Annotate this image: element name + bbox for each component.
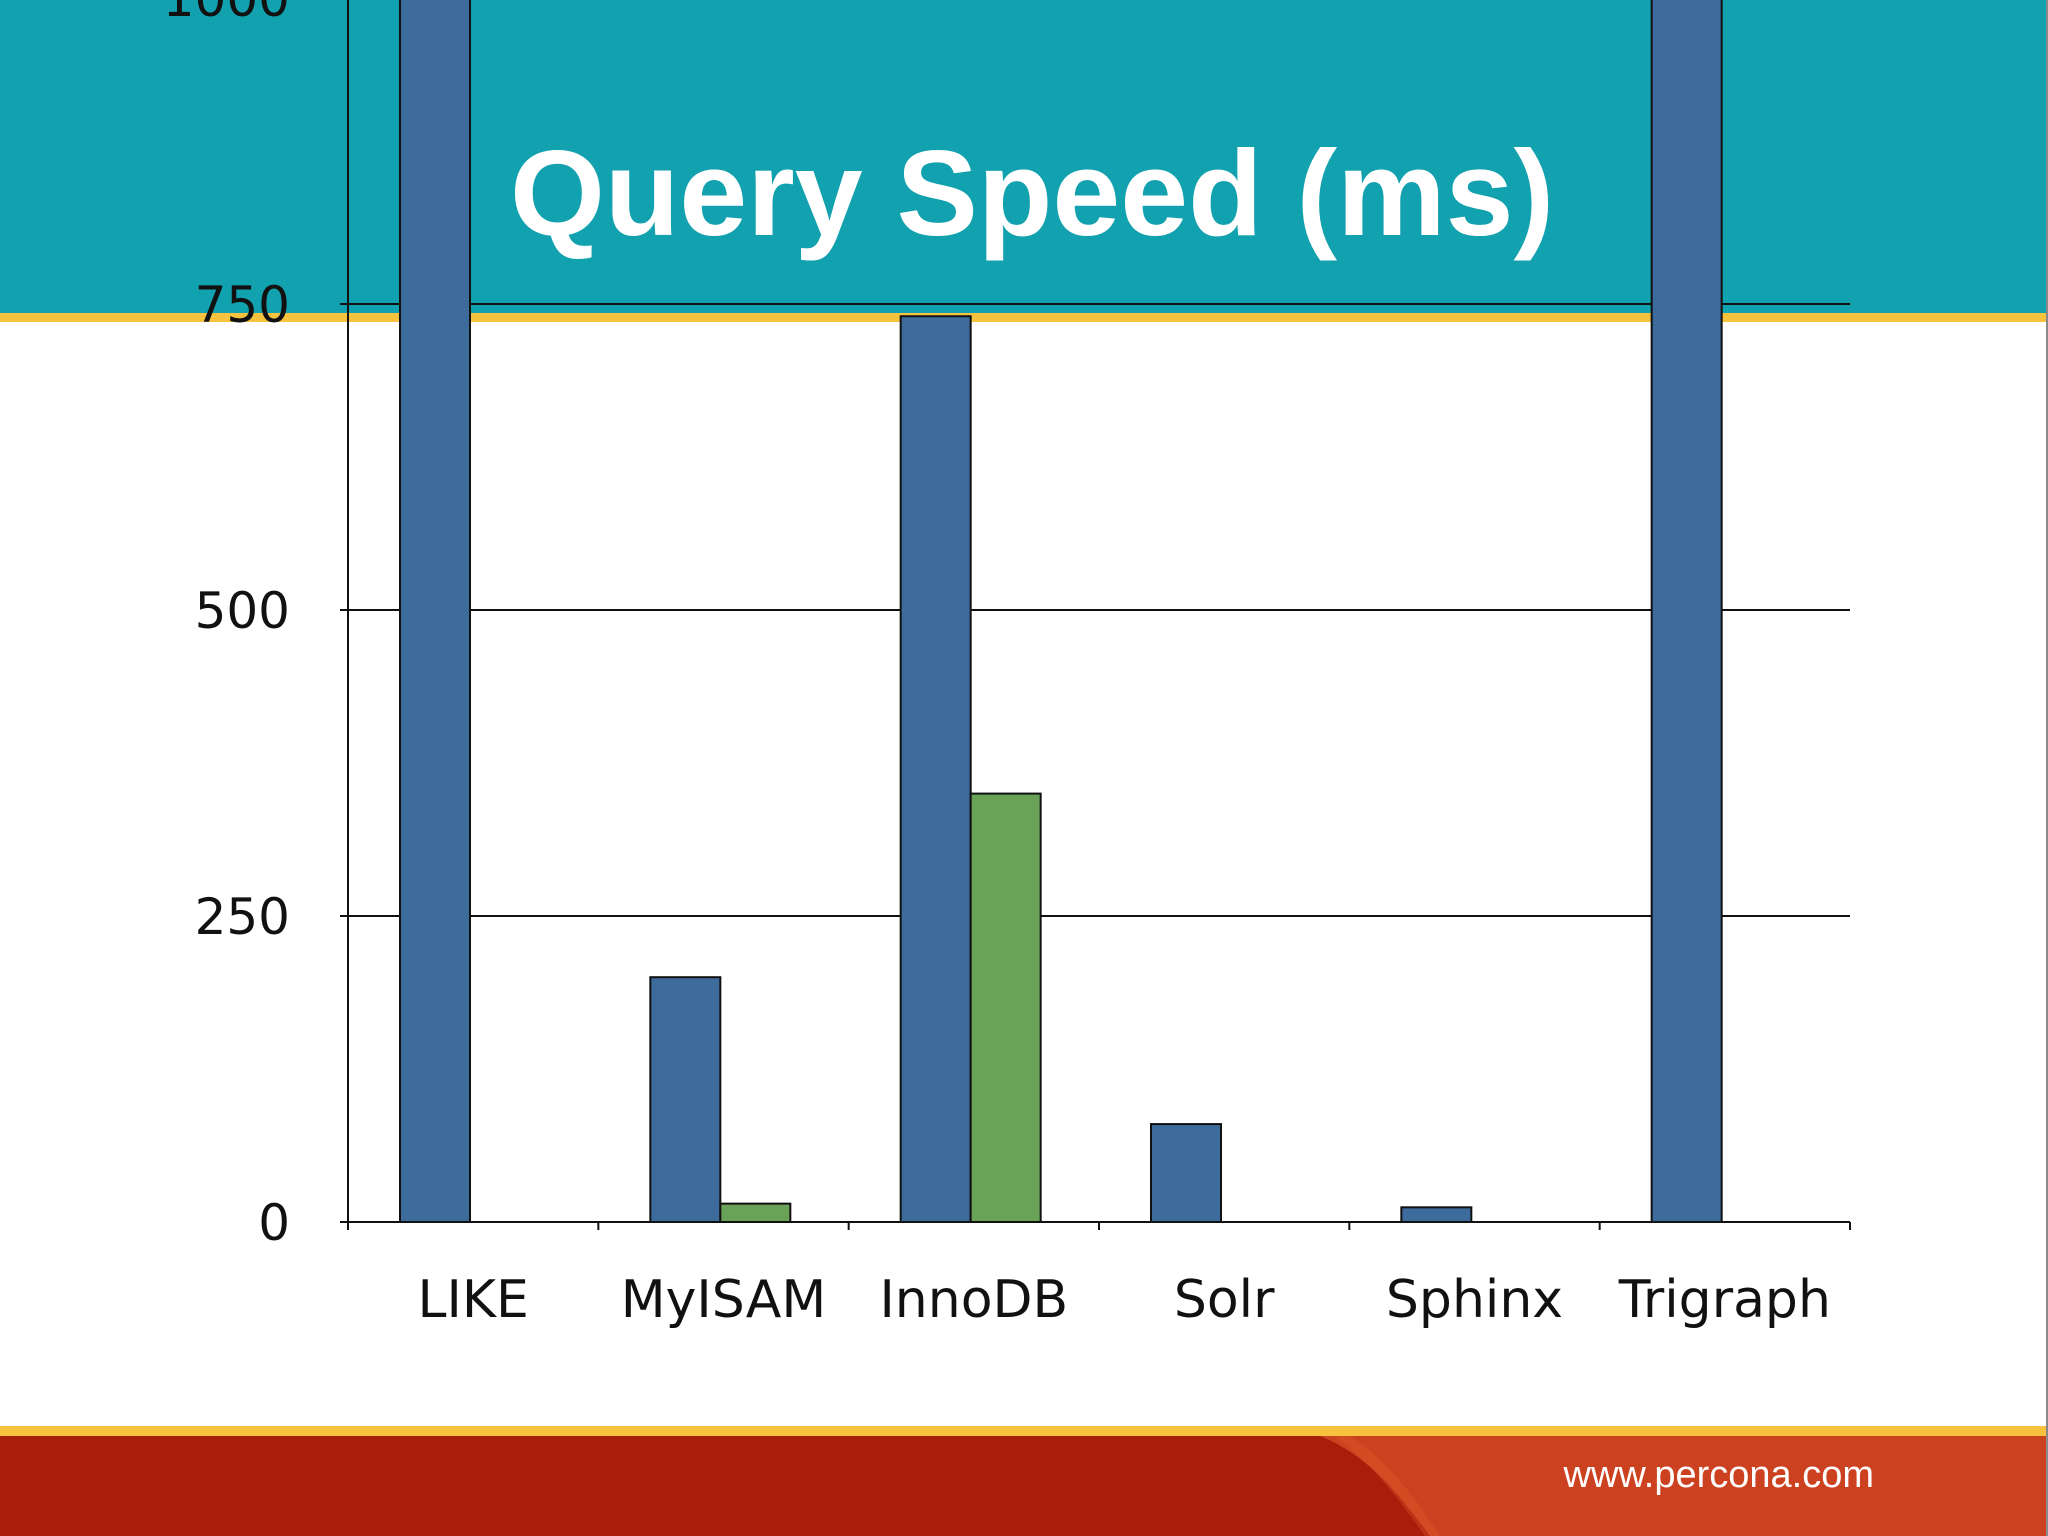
x-category-label: Sphinx xyxy=(1386,1270,1563,1330)
axis-labels: 0 250 500 750 1000 LIKE MyISAM InnoDB Solr Sphinx… xyxy=(163,0,1831,1330)
y-tick-label: 1000 xyxy=(163,0,290,28)
bar-solr-series-1 xyxy=(1150,1123,1222,1223)
bars xyxy=(399,0,1723,1224)
x-category-label: MyISAM xyxy=(621,1270,826,1330)
x-category-label: InnoDB xyxy=(879,1270,1068,1330)
y-tick-label: 750 xyxy=(195,276,290,334)
bar-innodb-series-2 xyxy=(969,792,1042,1223)
y-tick-label: 500 xyxy=(195,582,290,640)
footer-accent-rule xyxy=(0,1426,2048,1436)
bar-myisam-series-2 xyxy=(719,1202,792,1224)
bar-myisam-series-1 xyxy=(649,976,722,1224)
x-category-label: LIKE xyxy=(418,1270,529,1330)
footer-band xyxy=(0,1436,2048,1536)
footer-swoosh-decoration xyxy=(1320,1436,2048,1536)
bar-like-series-1 xyxy=(399,0,471,1223)
slide-edge xyxy=(2046,0,2048,1536)
axes xyxy=(340,0,1851,1230)
bar-innodb-series-1 xyxy=(899,315,972,1223)
x-category-label: Trigraph xyxy=(1618,1270,1831,1330)
header-accent-rule xyxy=(0,313,2048,322)
slide-title: Query Speed (ms) xyxy=(510,125,1555,261)
footer-url[interactable]: www.percona.com xyxy=(1563,1454,1874,1496)
y-tick-label: 250 xyxy=(195,888,290,946)
bar-trigraph-series-1 xyxy=(1650,0,1723,1223)
bar-sphinx-series-1 xyxy=(1400,1206,1473,1224)
gridlines xyxy=(348,303,1850,917)
y-tick-label: 0 xyxy=(258,1194,290,1252)
x-category-label: Solr xyxy=(1174,1270,1275,1330)
